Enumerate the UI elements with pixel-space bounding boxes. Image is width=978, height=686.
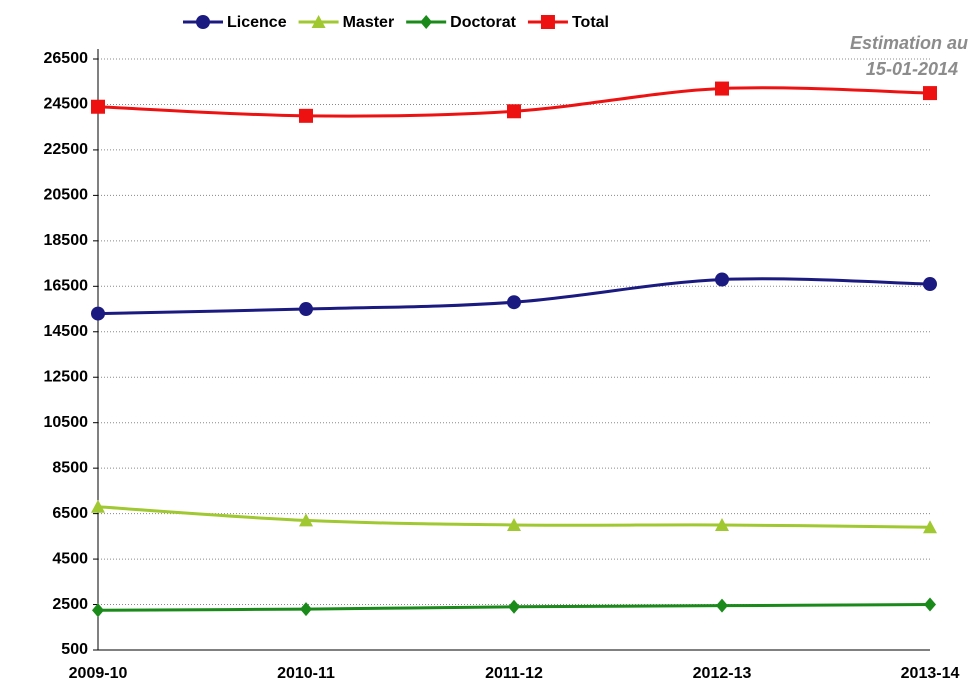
x-tick-label: 2009-10 <box>69 665 128 682</box>
marker <box>923 520 937 534</box>
marker <box>196 15 210 29</box>
marker <box>540 15 555 29</box>
marker <box>299 108 313 123</box>
y-tick-label: 12500 <box>44 368 89 385</box>
marker <box>507 295 521 310</box>
y-tick-label: 8500 <box>52 459 88 476</box>
marker <box>923 86 937 101</box>
legend-label: Doctorat <box>450 14 516 31</box>
y-tick-label: 16500 <box>44 278 89 295</box>
legend-label: Licence <box>227 14 287 31</box>
legend-label: Master <box>343 14 395 31</box>
marker <box>923 277 937 292</box>
y-tick-label: 24500 <box>44 96 89 113</box>
marker <box>91 99 105 114</box>
marker <box>508 599 520 614</box>
y-tick-label: 500 <box>61 641 88 658</box>
marker <box>507 517 521 531</box>
marker <box>716 598 728 613</box>
legend-label: Total <box>572 14 609 31</box>
y-tick-label: 14500 <box>44 323 89 340</box>
marker <box>91 499 105 513</box>
x-tick-label: 2012-13 <box>693 665 752 682</box>
marker <box>924 597 936 612</box>
marker <box>299 513 313 527</box>
marker <box>715 272 729 287</box>
x-tick-label: 2013-14 <box>901 665 960 682</box>
y-tick-label: 2500 <box>52 596 88 613</box>
annotation: 15-01-2014 <box>866 59 958 79</box>
y-tick-label: 18500 <box>44 232 89 249</box>
marker <box>300 602 312 617</box>
marker <box>420 15 433 29</box>
marker <box>311 15 326 28</box>
y-tick-label: 10500 <box>44 414 89 431</box>
y-tick-label: 26500 <box>44 50 89 67</box>
y-tick-label: 20500 <box>44 187 89 204</box>
marker <box>91 306 105 321</box>
marker <box>715 81 729 96</box>
y-tick-label: 4500 <box>52 550 88 567</box>
x-tick-label: 2010-11 <box>277 665 335 682</box>
y-tick-label: 22500 <box>44 141 89 158</box>
x-tick-label: 2011-12 <box>485 665 543 682</box>
marker <box>299 302 313 317</box>
annotation: Estimation au <box>850 33 968 53</box>
marker <box>715 517 729 531</box>
marker <box>507 104 521 119</box>
y-tick-label: 6500 <box>52 505 88 522</box>
marker <box>92 603 104 618</box>
